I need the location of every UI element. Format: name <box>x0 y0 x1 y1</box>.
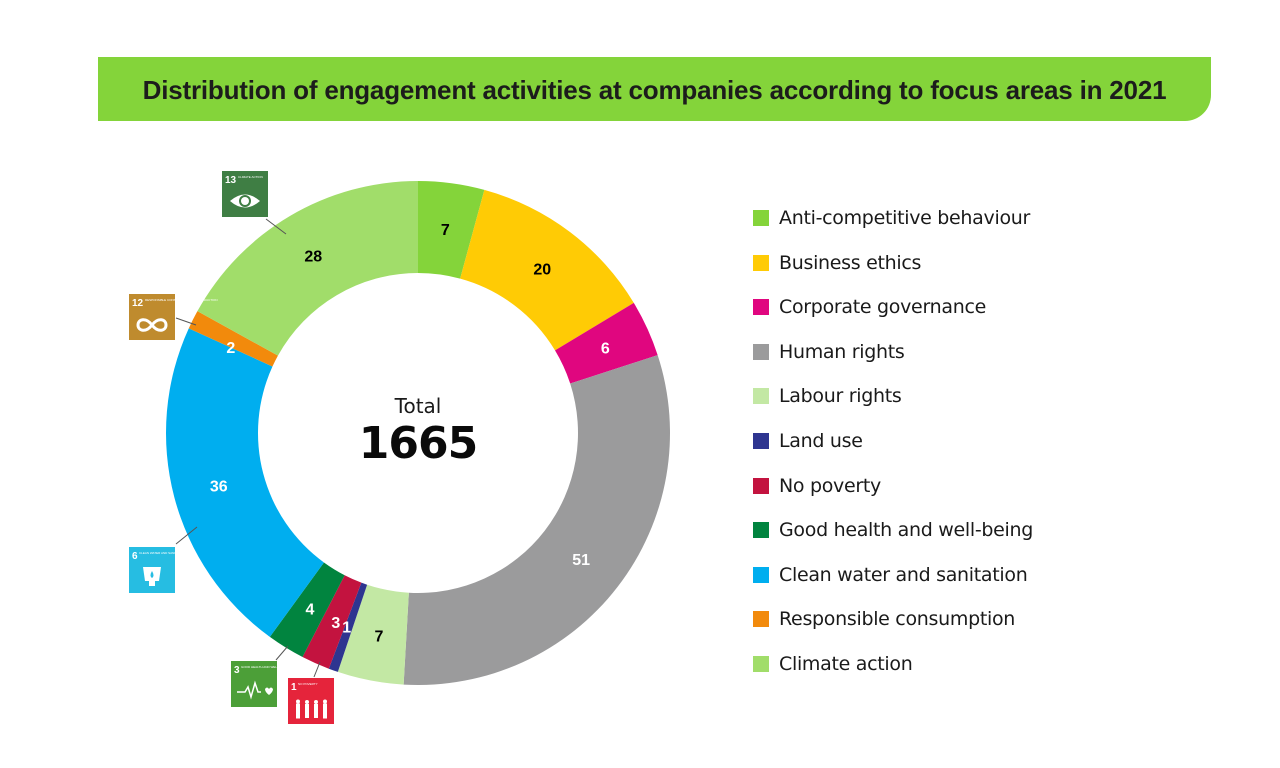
legend-item-clean-water-and-sanitation: Clean water and sanitation <box>753 564 1033 609</box>
total-value: 1665 <box>358 418 478 469</box>
legend-item-climate-action: Climate action <box>753 653 1033 698</box>
title-bar: Distribution of engagement activities at… <box>98 57 1211 121</box>
svg-text:NO POVERTY: NO POVERTY <box>298 682 318 686</box>
slice-value-label: 51 <box>572 552 590 569</box>
slice-no-poverty <box>302 575 362 669</box>
legend-label: Business ethics <box>779 251 922 274</box>
svg-text:RESPONSIBLE CONSUMPTION AND PR: RESPONSIBLE CONSUMPTION AND PRODUCTION <box>145 298 218 302</box>
svg-text:CLIMATE ACTION: CLIMATE ACTION <box>238 175 263 179</box>
leader-line <box>265 218 287 235</box>
legend-label: Corporate governance <box>779 296 986 319</box>
legend: Anti-competitive behaviour Business ethic… <box>753 207 1033 698</box>
legend-swatch <box>753 655 769 672</box>
leader-line <box>313 661 321 678</box>
slice-labels: 7 20 6 51 7 134 36 2 28 <box>210 222 610 645</box>
legend-label: Clean water and sanitation <box>779 563 1028 586</box>
legend-item-anti-competitive-behaviour: Anti-competitive behaviour <box>753 207 1033 252</box>
legend-item-responsible-consumption: Responsible consumption <box>753 608 1033 653</box>
slice-value-label: 20 <box>533 262 551 279</box>
legend-swatch <box>753 566 769 583</box>
sdg-12-responsible-consumption-icon: 12 RESPONSIBLE CONSUMPTION AND PRODUCTION <box>129 294 218 340</box>
legend-swatch <box>753 210 769 226</box>
slice-value-label: 1 <box>342 619 351 636</box>
legend-label: Responsible consumption <box>779 608 1016 631</box>
legend-label: Land use <box>779 429 863 452</box>
slice-value-label: 7 <box>375 628 384 645</box>
slice-land-use <box>328 582 368 672</box>
legend-swatch <box>753 299 769 316</box>
sdg-6-clean-water-icon: 6 CLEAN WATER AND SANITATION <box>129 547 186 593</box>
legend-swatch <box>753 477 769 494</box>
legend-label: Human rights <box>779 340 905 363</box>
svg-text:12: 12 <box>132 298 144 309</box>
slice-corporate-governance <box>555 302 658 384</box>
water-glyph <box>143 567 161 586</box>
svg-text:6: 6 <box>132 551 138 562</box>
sdg-3-good-health-icon: 3 GOOD HEALTH AND WELL-BEING <box>231 661 290 707</box>
slice-climate-action <box>197 181 418 356</box>
legend-swatch <box>753 432 769 449</box>
legend-swatch <box>753 254 769 271</box>
slice-responsible-consumption <box>188 311 278 367</box>
leader-lines <box>175 218 321 678</box>
leader-line <box>175 317 197 326</box>
legend-swatch <box>753 388 769 405</box>
legend-item-business-ethics: Business ethics <box>753 252 1033 297</box>
slice-clean-water-and-sanitation <box>165 328 324 637</box>
sdg-1-no-poverty-icon: 1 NO POVERTY <box>288 678 334 724</box>
chart-title: Distribution of engagement activities at… <box>142 74 1167 105</box>
infinity-glyph <box>136 318 168 332</box>
legend-label: No poverty <box>779 474 882 497</box>
sdg-13-climate-action-icon: 13 CLIMATE ACTION <box>222 171 268 217</box>
svg-text:CLEAN WATER AND SANITATION: CLEAN WATER AND SANITATION <box>139 551 186 555</box>
slice-business-ethics <box>460 189 634 351</box>
svg-text:13: 13 <box>225 175 237 186</box>
slice-value-label: 3 <box>331 615 340 632</box>
leader-line <box>175 526 198 545</box>
eye-globe-glyph <box>230 194 260 208</box>
legend-label: Labour rights <box>779 385 902 408</box>
family-glyph <box>296 699 327 719</box>
legend-swatch <box>753 522 769 539</box>
slice-value-label: 7 <box>441 222 450 239</box>
legend-item-good-health-and-well-being: Good health and well-being <box>753 519 1033 564</box>
heartbeat-glyph <box>237 680 273 700</box>
svg-text:GOOD HEALTH AND WELL-BEING: GOOD HEALTH AND WELL-BEING <box>241 665 290 669</box>
legend-item-land-use: Land use <box>753 430 1033 475</box>
leader-line <box>275 645 289 661</box>
slice-good-health-and-well-being <box>269 562 345 657</box>
legend-item-corporate-governance: Corporate governance <box>753 296 1033 341</box>
legend-item-labour-rights: Labour rights <box>753 385 1033 430</box>
slice-value-label: 4 <box>305 601 314 618</box>
total-label: Total <box>394 394 442 418</box>
slice-value-label: 6 <box>601 340 610 357</box>
legend-label: Climate action <box>779 652 913 675</box>
slice-value-label: 36 <box>210 478 228 495</box>
legend-label: Anti-competitive behaviour <box>779 207 1031 229</box>
legend-swatch <box>753 611 769 628</box>
slice-labour-rights <box>337 584 409 685</box>
legend-swatch <box>753 343 769 360</box>
donut-slices <box>165 181 671 685</box>
legend-item-no-poverty: No poverty <box>753 475 1033 520</box>
svg-text:1: 1 <box>291 682 297 693</box>
slice-value-label: 28 <box>304 249 322 266</box>
legend-label: Good health and well-being <box>779 519 1034 542</box>
svg-text:3: 3 <box>234 665 240 676</box>
slice-anti-competitive-behaviour <box>418 181 485 279</box>
legend-item-human-rights: Human rights <box>753 341 1033 386</box>
slice-value-label: 2 <box>226 340 235 357</box>
slice-human-rights <box>403 355 671 685</box>
